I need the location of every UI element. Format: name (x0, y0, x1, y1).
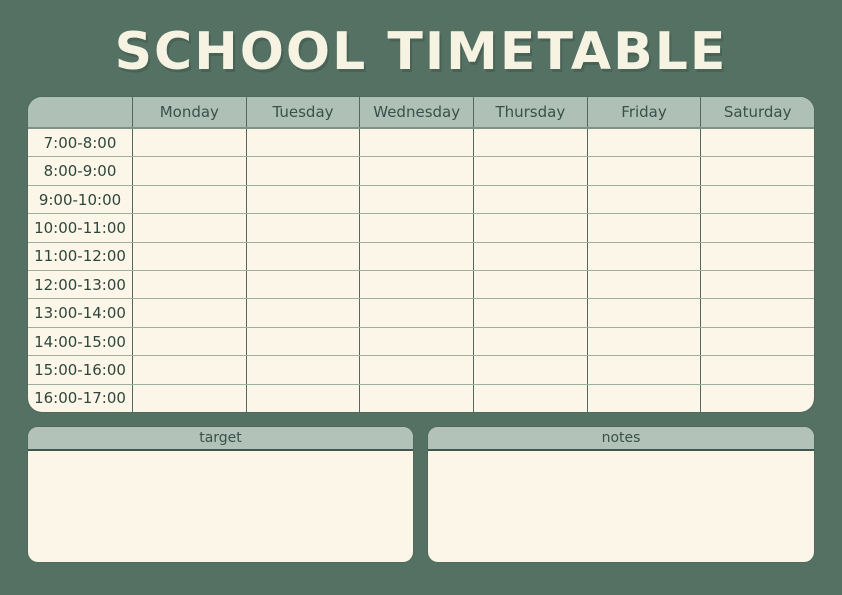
timetable-cell (359, 327, 473, 356)
day-header-saturday: Saturday (700, 97, 814, 127)
timetable-cell (700, 129, 814, 157)
page-title: SCHOOL TIMETABLE (114, 22, 728, 82)
timetable-cell (700, 271, 814, 299)
timetable-cell (586, 129, 701, 157)
timetable-cell (473, 271, 587, 299)
timetable-cell (359, 185, 473, 214)
timetable-cell (473, 129, 587, 157)
day-header-monday: Monday (132, 97, 246, 127)
timetable-row: 11:00-12:00 (28, 241, 814, 271)
timetable-cell (586, 356, 701, 384)
day-header-friday: Friday (586, 97, 701, 127)
timetable-cell (700, 214, 814, 242)
timetable-cell (245, 157, 360, 185)
target-panel-label: target (199, 430, 242, 446)
timetable-cell (132, 214, 246, 242)
notes-panel-body (428, 451, 814, 562)
timetable-cell (245, 356, 360, 384)
time-slot-label: 7:00-8:00 (43, 133, 117, 152)
timetable-body: 7:00-8:00 8:00-9:00 9:00-10:00 10:00-11:00 1… (28, 129, 814, 412)
timetable-cell (132, 327, 246, 356)
timetable-cell (700, 327, 814, 356)
timetable-cell (132, 384, 246, 412)
timetable-cell (473, 384, 587, 412)
timetable-cell (700, 157, 814, 185)
day-header-wednesday: Wednesday (359, 97, 473, 127)
timetable-cell (359, 129, 473, 157)
timetable-cell (586, 242, 701, 271)
time-slot-label: 13:00-14:00 (34, 304, 126, 323)
timetable-row: 13:00-14:00 (28, 298, 814, 327)
timetable-row: 8:00-9:00 (28, 156, 814, 185)
timetable-row: 14:00-15:00 (28, 326, 814, 356)
timetable-cell (473, 214, 587, 242)
time-slot-label: 9:00-10:00 (38, 190, 122, 209)
time-slot-label: 10:00-11:00 (34, 218, 126, 237)
day-header-tuesday: Tuesday (245, 97, 360, 127)
notes-panel: notes (428, 427, 814, 562)
timetable: Monday Tuesday Wednesday Thursday Friday Satu… (28, 97, 814, 412)
target-panel: target (28, 427, 413, 562)
timetable-cell (473, 242, 587, 271)
timetable-cell (473, 299, 587, 327)
timetable-cell (586, 157, 701, 185)
target-panel-body (28, 451, 413, 562)
timetable-cell (586, 299, 701, 327)
timetable-cell (245, 242, 360, 271)
timetable-cell (586, 185, 701, 214)
timetable-cell (132, 242, 246, 271)
timetable-cell (132, 299, 246, 327)
timetable-cell (586, 214, 701, 242)
timetable-row: 16:00-17:00 (28, 383, 814, 412)
timetable-cell (359, 242, 473, 271)
time-slot-label: 11:00-12:00 (34, 247, 126, 266)
timetable-row: 12:00-13:00 (28, 270, 814, 299)
timetable-corner-cell (28, 97, 132, 127)
timetable-cell (132, 129, 246, 157)
timetable-cell (359, 356, 473, 384)
timetable-cell (473, 157, 587, 185)
timetable-cell (245, 299, 360, 327)
notes-panel-header: notes (428, 427, 814, 451)
time-slot-label: 16:00-17:00 (34, 389, 126, 408)
timetable-cell (700, 242, 814, 271)
day-header-thursday: Thursday (473, 97, 587, 127)
timetable-cell (586, 271, 701, 299)
timetable-cell (700, 356, 814, 384)
timetable-cell (132, 271, 246, 299)
timetable-cell (245, 214, 360, 242)
timetable-cell (245, 384, 360, 412)
timetable-cell (359, 271, 473, 299)
timetable-cell (359, 299, 473, 327)
timetable-cell (245, 271, 360, 299)
timetable-cell (359, 384, 473, 412)
timetable-cell (359, 214, 473, 242)
timetable-cell (700, 384, 814, 412)
timetable-cell (132, 157, 246, 185)
timetable-cell (245, 129, 360, 157)
timetable-cell (473, 327, 587, 356)
timetable-cell (586, 384, 701, 412)
target-panel-header: target (28, 427, 413, 451)
timetable-cell (132, 356, 246, 384)
timetable-cell (473, 185, 587, 214)
timetable-row: 10:00-11:00 (28, 213, 814, 242)
time-slot-label: 14:00-15:00 (34, 332, 126, 351)
time-slot-label: 8:00-9:00 (43, 162, 117, 181)
timetable-cell (359, 157, 473, 185)
timetable-cell (473, 356, 587, 384)
timetable-cell (700, 185, 814, 214)
timetable-cell (586, 327, 701, 356)
timetable-row: 7:00-8:00 (28, 129, 814, 157)
timetable-header-row: Monday Tuesday Wednesday Thursday Friday Satu… (28, 97, 814, 129)
time-slot-label: 15:00-16:00 (34, 360, 126, 379)
notes-panel-label: notes (601, 430, 641, 446)
time-slot-label: 12:00-13:00 (34, 275, 126, 294)
timetable-cell (245, 327, 360, 356)
timetable-cell (245, 185, 360, 214)
timetable-row: 9:00-10:00 (28, 184, 814, 214)
timetable-cell (700, 299, 814, 327)
timetable-row: 15:00-16:00 (28, 355, 814, 384)
timetable-cell (132, 185, 246, 214)
